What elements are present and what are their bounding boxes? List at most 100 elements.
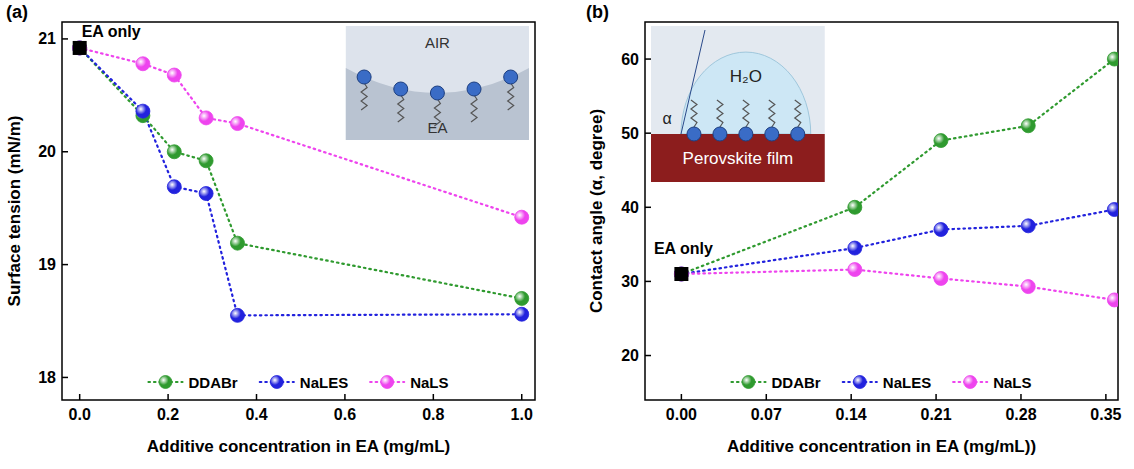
series-marker bbox=[515, 291, 529, 305]
series-marker bbox=[1021, 219, 1035, 233]
y-tick-label: 40 bbox=[621, 199, 639, 216]
y-tick bbox=[62, 264, 68, 266]
surfactant-head bbox=[739, 127, 753, 141]
inset-label: α bbox=[662, 110, 671, 127]
y-tick-label: 19 bbox=[38, 256, 56, 273]
surfactant-tail bbox=[743, 100, 749, 127]
surfactant-head bbox=[394, 82, 408, 96]
y-tick-label: 60 bbox=[621, 51, 639, 68]
x-tick-label: 0.8 bbox=[422, 406, 444, 423]
series-marker bbox=[848, 263, 862, 277]
series-marker bbox=[136, 104, 150, 118]
y-axis-title: Surface tension (mN/m) bbox=[5, 116, 24, 307]
x-tick-label: 0.21 bbox=[921, 406, 952, 423]
series-marker bbox=[674, 267, 688, 281]
y-tick bbox=[62, 377, 68, 379]
legend-label: NaLES bbox=[300, 374, 348, 391]
legend-label: NaLS bbox=[993, 374, 1031, 391]
x-tick bbox=[79, 394, 81, 400]
x-tick-label: 0.28 bbox=[1005, 406, 1036, 423]
surfactant-head bbox=[467, 82, 481, 96]
figure: AIREA0.00.20.40.60.81.018192021Additive … bbox=[0, 0, 1134, 469]
surfactant-head bbox=[713, 127, 727, 141]
legend-marker bbox=[270, 376, 283, 389]
series-marker bbox=[1021, 119, 1035, 133]
x-tick-label: 0.07 bbox=[751, 406, 782, 423]
inset-liquid bbox=[346, 68, 529, 140]
y-tick-label: 50 bbox=[621, 125, 639, 142]
legend-item: DDABr bbox=[731, 374, 820, 391]
x-tick bbox=[256, 394, 258, 400]
surfactant-tail bbox=[691, 100, 697, 127]
plot-frame bbox=[645, 22, 1118, 400]
series-line bbox=[681, 59, 1114, 274]
surfactant-tail bbox=[398, 95, 404, 122]
x-axis-title: Additive concentration in EA (mg/mL) bbox=[147, 437, 451, 456]
series-line bbox=[80, 48, 522, 217]
series-marker bbox=[73, 41, 87, 55]
series-marker bbox=[934, 134, 948, 148]
tangent-line bbox=[681, 30, 705, 134]
series-marker bbox=[230, 117, 244, 131]
x-tick bbox=[344, 394, 346, 400]
x-tick bbox=[1105, 394, 1107, 400]
series-marker bbox=[167, 145, 181, 159]
series-marker bbox=[515, 307, 529, 321]
legend-item: NaLS bbox=[953, 374, 1031, 391]
surfactant-head bbox=[791, 127, 805, 141]
legend-label: NaLS bbox=[410, 374, 448, 391]
series-marker bbox=[848, 241, 862, 255]
x-tick bbox=[521, 394, 523, 400]
x-tick-label: 0.0 bbox=[69, 406, 91, 423]
inset: AIREA bbox=[346, 26, 529, 140]
legend-marker bbox=[159, 376, 172, 389]
surfactant-tail bbox=[717, 100, 723, 127]
x-tick bbox=[1020, 394, 1022, 400]
legend-item: NaLES bbox=[260, 374, 348, 391]
x-tick bbox=[935, 394, 937, 400]
surfactant-head bbox=[687, 127, 701, 141]
series-marker bbox=[515, 210, 529, 224]
y-axis-title: Contact angle (α, degree) bbox=[587, 109, 606, 313]
series-marker bbox=[73, 41, 87, 55]
legend: DDABr NaLES NaLS bbox=[148, 374, 448, 391]
series-marker bbox=[1021, 280, 1035, 294]
inset-air bbox=[346, 26, 529, 140]
legend-marker bbox=[853, 376, 866, 389]
inset-label: AIR bbox=[425, 34, 450, 51]
surfactant-tail bbox=[508, 83, 514, 110]
legend: DDABr NaLES NaLS bbox=[731, 374, 1031, 391]
series-marker bbox=[934, 271, 948, 285]
surfactant-tail bbox=[471, 95, 477, 122]
surfactant-head bbox=[504, 70, 518, 84]
x-tick bbox=[167, 394, 169, 400]
series-marker bbox=[167, 68, 181, 82]
x-tick-label: 0.4 bbox=[245, 406, 267, 423]
inset-label: H₂O bbox=[730, 67, 762, 86]
x-tick-label: 0.14 bbox=[836, 406, 867, 423]
legend-marker bbox=[742, 376, 755, 389]
series-marker bbox=[1107, 293, 1118, 307]
series-marker bbox=[199, 111, 213, 125]
surfactant-tail bbox=[769, 100, 775, 127]
legend-item: DDABr bbox=[148, 374, 237, 391]
x-tick bbox=[681, 394, 683, 400]
series-marker bbox=[230, 308, 244, 322]
inset: H₂OαPerovskite film bbox=[651, 26, 825, 182]
series-marker bbox=[1107, 203, 1118, 217]
series-marker bbox=[674, 267, 688, 281]
surfactant-tail bbox=[795, 100, 801, 127]
y-tick-label: 21 bbox=[38, 30, 56, 47]
panel-letter: (a) bbox=[6, 2, 28, 22]
legend-marker bbox=[964, 376, 977, 389]
legend-label: NaLES bbox=[883, 374, 931, 391]
legend-label: DDABr bbox=[188, 374, 237, 391]
water-drop bbox=[681, 52, 811, 134]
surfactant-head bbox=[430, 86, 444, 100]
reference-marker bbox=[73, 41, 87, 55]
panel-letter: (b) bbox=[586, 2, 609, 22]
y-tick bbox=[645, 132, 651, 134]
plot-frame bbox=[62, 22, 535, 400]
y-tick-label: 18 bbox=[38, 369, 56, 386]
x-tick-label: 0.00 bbox=[666, 406, 697, 423]
